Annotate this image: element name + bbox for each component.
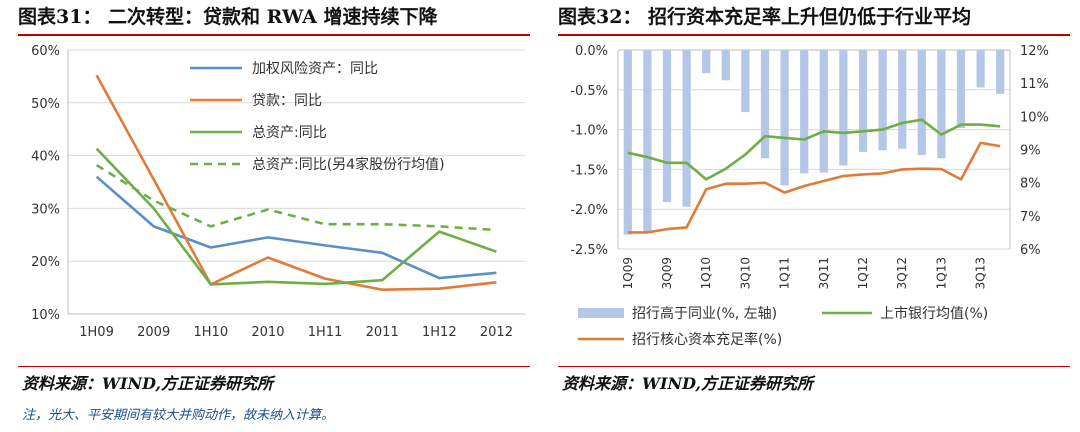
x-tick-label: 1Q11 xyxy=(778,257,792,289)
right-chart-title: 图表32： 招行资本充足率上升但仍低于行业平均 xyxy=(558,6,972,28)
bar-2Q12 xyxy=(878,50,887,151)
right-panel: 图表32： 招行资本充足率上升但仍低于行业平均 -2.5% -2.0% -1.5% -… xyxy=(540,0,1080,432)
left-y-tick-label: -2.5% xyxy=(570,243,608,258)
bar-3Q12 xyxy=(898,50,907,149)
bar-1Q13 xyxy=(937,50,946,159)
bar-1Q09 xyxy=(623,50,632,235)
y-tick-label: 20% xyxy=(31,255,60,270)
right-y-tick-label: 8% xyxy=(1020,177,1041,192)
series-line-1 xyxy=(95,74,497,291)
bar-2Q10 xyxy=(721,50,730,81)
bar-2Q13 xyxy=(956,50,966,129)
bar-4Q13 xyxy=(996,50,1005,94)
series-line-2 xyxy=(627,141,1001,234)
x-tick-label: 2011 xyxy=(366,325,399,340)
right-y-tick-label: 10% xyxy=(1020,110,1049,125)
x-tick-label: 3Q13 xyxy=(974,257,988,289)
right-y-tick-label: 7% xyxy=(1020,210,1041,225)
y-tick-label: 50% xyxy=(31,97,60,112)
right-y-tick-label: 6% xyxy=(1020,243,1041,258)
legend-swatch-0 xyxy=(578,308,624,318)
left-panel: 图表31： 二次转型：贷款和 RWA 增速持续下降 10% 20% 30% 40% 50… xyxy=(18,6,530,423)
bar-3Q11 xyxy=(819,50,828,173)
right-y-tick-label: 9% xyxy=(1020,144,1041,159)
left-y-tick-label: -1.0% xyxy=(570,124,608,139)
legend-label-1: 贷款：同比 xyxy=(252,93,322,109)
left-y-tick-label: -1.5% xyxy=(570,163,608,178)
bar-1Q12 xyxy=(858,50,868,152)
right-source-divider xyxy=(558,366,1070,367)
x-tick-label: 1H10 xyxy=(194,325,229,340)
bar-4Q11 xyxy=(839,50,848,166)
x-tick-label: 1H12 xyxy=(422,325,457,340)
left-title-divider xyxy=(18,34,530,36)
bar-4Q09 xyxy=(682,50,691,207)
bar-2Q09 xyxy=(643,50,652,232)
series-line-1 xyxy=(627,118,1001,181)
bar-3Q10 xyxy=(741,50,750,113)
x-tick-label: 2009 xyxy=(137,325,170,340)
x-tick-label: 1H11 xyxy=(308,325,343,340)
series-line-2 xyxy=(95,147,497,286)
x-tick-label: 3Q11 xyxy=(817,257,831,289)
x-tick-label: 1Q12 xyxy=(856,257,870,289)
right-title-divider xyxy=(558,34,1070,36)
legend-label-2: 总资产:同比 xyxy=(252,125,327,141)
x-tick-label: 1Q09 xyxy=(621,257,635,289)
bar-1Q11 xyxy=(780,50,789,186)
loan-rwa-growth-chart: 10% 20% 30% 40% 50% 60% 1H09 2009 1H10 2010 1H11 20… xyxy=(31,44,525,340)
left-source-divider xyxy=(18,366,530,367)
capital-adequacy-chart: -2.5% -2.0% -1.5% -1.0% -0.5% 0.0% 6% 7% 8% 9% 10%… xyxy=(570,44,1049,348)
bar-3Q09 xyxy=(662,50,672,203)
x-tick-label: 2010 xyxy=(251,325,284,340)
left-y-tick-label: -0.5% xyxy=(570,84,608,99)
left-source-text: 资料来源：WIND,方正证券研究所 xyxy=(22,374,273,393)
right-y-tick-label: 11% xyxy=(1020,77,1049,92)
series-line-0 xyxy=(95,175,497,280)
x-tick-label: 3Q10 xyxy=(738,257,752,289)
left-chart-title: 图表31： 二次转型：贷款和 RWA 增速持续下降 xyxy=(18,6,438,28)
y-tick-label: 60% xyxy=(31,44,60,59)
bar-4Q12 xyxy=(917,50,926,156)
left-y-tick-label: -2.0% xyxy=(570,203,608,218)
legend-label-0: 加权风险资产：同比 xyxy=(252,61,378,77)
bar-3Q13 xyxy=(976,50,985,88)
bar-4Q10 xyxy=(760,50,770,159)
right-source-text: 资料来源：WIND,方正证券研究所 xyxy=(562,374,813,393)
x-tick-label: 3Q12 xyxy=(895,257,909,289)
y-tick-label: 10% xyxy=(31,308,60,323)
legend-label-2: 招行核心资本充足率(%) xyxy=(632,331,782,348)
legend-label-1: 上市银行均值(%) xyxy=(880,305,988,322)
right-y-tick-label: 12% xyxy=(1020,44,1049,59)
y-tick-label: 40% xyxy=(31,150,60,165)
left-footnote: 注，光大、平安期间有较大并购动作，故未纳入计算。 xyxy=(22,408,335,423)
x-tick-label: 1H09 xyxy=(79,325,114,340)
series-line-3 xyxy=(95,163,497,232)
x-tick-label: 1Q13 xyxy=(934,257,948,289)
left-y-tick-label: 0.0% xyxy=(575,44,608,59)
bar-2Q11 xyxy=(800,50,809,174)
x-tick-label: 2012 xyxy=(480,325,513,340)
x-tick-label: 1Q10 xyxy=(699,257,713,289)
legend-label-0: 招行高于同业(%, 左轴) xyxy=(632,305,777,322)
y-tick-label: 30% xyxy=(31,202,60,217)
legend-label-3: 总资产:同比(另4家股份行均值) xyxy=(252,156,445,173)
x-tick-label: 3Q09 xyxy=(660,257,674,289)
bar-1Q10 xyxy=(702,50,711,74)
